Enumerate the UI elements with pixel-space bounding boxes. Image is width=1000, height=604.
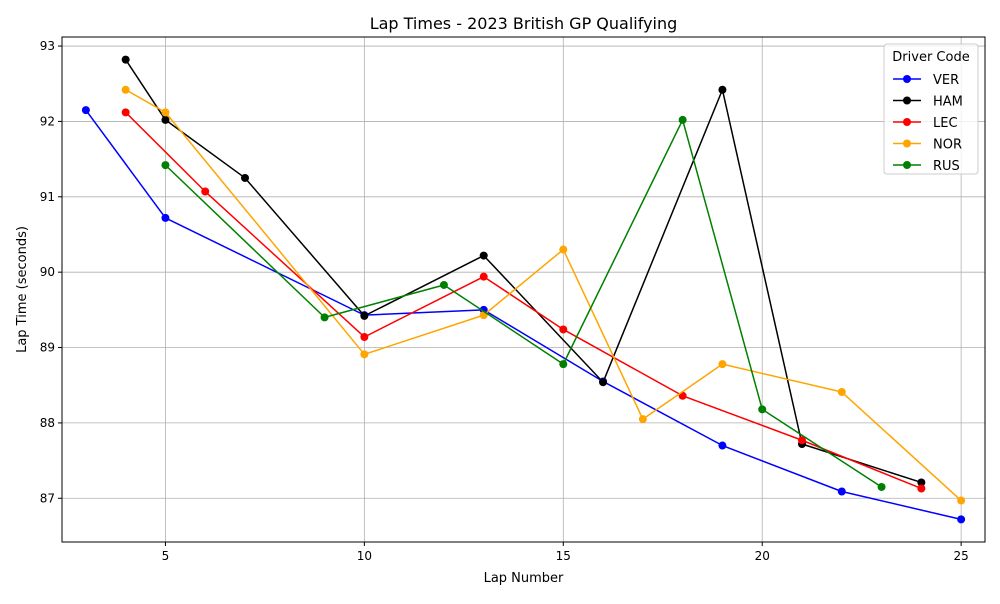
data-point-rus [678,115,687,124]
y-tick-label: 92 [40,114,55,128]
data-point-lec [360,332,369,341]
y-tick-label: 93 [40,39,55,53]
legend-marker-lec [903,118,911,126]
data-point-ham [599,378,608,387]
series-group [81,55,966,524]
data-point-nor [638,415,647,424]
data-point-lec [797,436,806,445]
series-ham [121,55,926,487]
data-point-ver [81,106,90,115]
data-point-nor [957,496,966,505]
grid [62,37,985,542]
y-tick-label: 90 [40,265,55,279]
data-point-nor [121,85,130,94]
data-point-lec [201,187,210,196]
series-line-lec [125,111,922,490]
legend-label-rus: RUS [933,159,960,174]
legend-label-nor: NOR [933,138,962,153]
series-line-ver [85,109,962,521]
x-tick-label: 15 [556,549,571,563]
x-tick-label: 25 [953,549,968,563]
data-point-rus [439,280,448,289]
legend-entry-nor: NOR [893,138,962,153]
series-nor [121,85,966,505]
data-point-ver [957,515,966,524]
legend-marker-rus [903,161,911,169]
legend-marker-ham [903,96,911,105]
legend: Driver Code VER HAM LEC NOR RUS [883,43,979,175]
data-point-lec [559,325,568,334]
data-point-rus [877,482,886,491]
data-point-nor [161,108,170,117]
legend-entry-rus: RUS [893,159,960,174]
data-point-rus [559,360,568,369]
legend-label-ver: VER [933,73,959,88]
legend-label-lec: LEC [933,116,958,131]
data-point-ham [917,478,926,487]
data-point-ham [241,173,250,182]
x-axis-label: Lap Number [484,571,564,586]
y-axis-label: Lap Time (seconds) [15,226,30,353]
data-point-nor [837,388,846,397]
y-tick-label: 88 [40,416,55,430]
data-point-ham [121,55,130,64]
data-point-nor [718,360,727,369]
legend-marker-ver [903,75,911,83]
y-tick-label: 87 [40,491,55,505]
chart-title: Lap Times - 2023 British GP Qualifying [370,14,678,33]
x-tick-label: 20 [755,549,770,563]
legend-marker-nor [903,139,911,148]
data-point-ham [360,311,369,320]
series-rus [161,115,886,491]
data-point-rus [161,161,170,170]
legend-entries: VER HAM LEC NOR RUS [893,73,963,174]
legend-entry-ver: VER [893,73,959,88]
data-point-ham [718,85,727,94]
data-point-rus [758,405,767,414]
legend-title: Driver Code [892,50,969,65]
y-tick-label: 91 [40,190,55,204]
data-point-ver [718,441,727,450]
data-point-ver [837,487,846,496]
series-lec [121,108,926,493]
plot-frame [61,36,986,543]
data-point-ham [161,115,170,124]
data-point-ver [161,213,170,222]
data-point-nor [360,350,369,359]
legend-label-ham: HAM [933,95,963,110]
data-point-rus [320,313,329,322]
data-point-ham [479,251,488,260]
ticks: 5 10 15 20 25 87 88 89 90 91 92 93 [40,39,969,563]
data-point-lec [121,108,130,117]
legend-entry-ham: HAM [893,95,963,110]
data-point-lec [479,272,488,281]
x-tick-label: 10 [357,549,372,563]
legend-entry-lec: LEC [893,116,958,131]
y-tick-label: 89 [40,341,55,355]
data-point-lec [917,484,926,493]
x-tick-label: 5 [162,549,170,563]
data-point-nor [559,245,568,254]
